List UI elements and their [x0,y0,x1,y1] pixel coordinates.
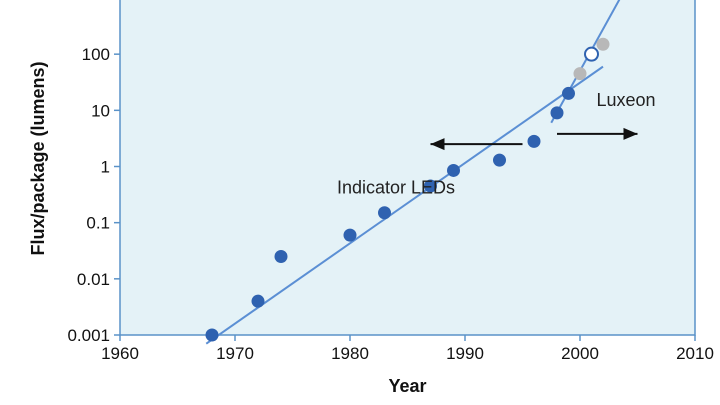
x-tick-label-1960: 1960 [101,344,139,363]
data-point-s1-9 [527,134,541,148]
x-tick-label-1970: 1970 [216,344,254,363]
plot-area [119,0,696,336]
x-axis-title: Year [388,376,426,396]
data-point-s2-1 [573,67,587,81]
data-point-s2-2 [596,37,610,51]
y-tick-label-0.01: 0.01 [77,270,110,289]
data-point-s1-11 [562,86,575,100]
trend-line-1 [205,65,604,345]
data-points [205,37,610,342]
y-tick-label-0.1: 0.1 [86,214,110,233]
y-tick-label-0.001: 0.001 [67,326,110,345]
annotation-1: Indicator LEDs [337,178,455,198]
arrow-head [623,127,638,140]
arrow-right [557,127,638,140]
data-point-s1-7 [447,163,460,177]
arrow-left [430,138,523,151]
axes: 1960 1970 1980 1990 2000 2010 0.001 0.01 0.1 1 10 1… [67,45,713,363]
data-point-s1-8 [493,153,506,167]
data-point-s1-6 [424,179,437,193]
y-tick-label-10: 10 [91,101,110,120]
x-tick-label-2000: 2000 [561,344,599,363]
data-point-s1-5 [378,206,391,220]
y-axis-title: Flux/package (lumens) [28,61,48,255]
y-tick-label-1: 1 [101,158,110,177]
x-tick-label-1980: 1980 [331,344,369,363]
annotation-2: Luxeon [596,90,655,110]
annotations: Indicator LEDs Luxeon [337,90,656,198]
data-point-s1-2 [251,294,265,308]
data-point-s1-1 [205,328,219,342]
x-tick-label-2010: 2010 [676,344,714,363]
x-tick-label-1990: 1990 [446,344,484,363]
trend-lines [205,0,621,345]
arrow-head [430,138,445,151]
y-tick-label-100: 100 [82,45,110,64]
data-point-s1-10 [550,106,564,120]
data-point-s1-4 [343,228,357,242]
data-point-s1-3 [274,249,288,263]
data-point-s3-1 [584,46,599,62]
trend-line-2 [550,0,621,124]
annotation-arrows [430,127,638,151]
